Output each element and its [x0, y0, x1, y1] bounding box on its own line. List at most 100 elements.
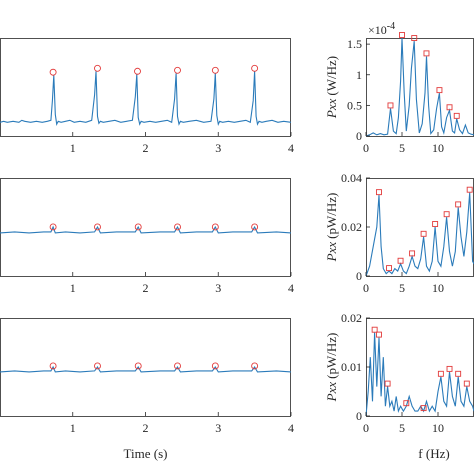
peak-marker	[94, 362, 101, 370]
peak-marker	[420, 405, 427, 412]
peak-marker	[436, 87, 443, 94]
peak-marker	[399, 32, 405, 38]
panel-psd-bottom: 0 5 10 0 0.01 0.02 Pxx (pW/Hz) f (Hz)	[324, 311, 474, 461]
axes-frame	[0, 38, 291, 137]
x-tick-label: 3	[215, 281, 221, 295]
peak-marker	[174, 362, 181, 370]
peak-marker	[455, 201, 462, 208]
panel-time-bottom: 1 2 3 4 Time (s)	[0, 318, 294, 461]
peak-marker	[49, 68, 57, 76]
series-line	[0, 365, 292, 373]
x-tick-label: 3	[215, 421, 221, 435]
y-axis-label-symbol: Pxx	[324, 242, 339, 263]
peak-marker	[49, 362, 57, 370]
x-tick-label: 1	[70, 281, 76, 295]
peak-marker	[134, 67, 141, 75]
peak-marker	[251, 64, 259, 72]
x-tick-label: 0	[363, 421, 369, 435]
y-axis-label-symbol: Pxx	[324, 98, 339, 119]
peak-marker	[432, 221, 439, 227]
y-tick-label: 0.5	[347, 98, 362, 112]
x-tick-label: 4	[288, 421, 294, 435]
y-tick-label: 1.5	[347, 37, 362, 51]
peak-marker	[403, 400, 410, 407]
peak-marker	[437, 370, 444, 377]
peak-marker	[134, 362, 142, 370]
y-axis-label-unit: (W/Hz)	[324, 56, 339, 96]
x-tick-label: 2	[143, 421, 149, 435]
x-axis-label: f (Hz)	[418, 446, 449, 461]
series-line	[365, 332, 474, 417]
series-line	[365, 192, 474, 277]
series-line	[365, 37, 474, 137]
x-tick-label: 5	[399, 421, 405, 435]
peak-marker	[211, 223, 219, 231]
y-tick-label: 0	[356, 129, 362, 143]
peak-marker	[420, 230, 427, 237]
x-tick-label: 10	[432, 141, 444, 155]
y-axis-label: Pxx (W/Hz)	[324, 56, 339, 119]
y-tick-label: 0.02	[341, 220, 362, 234]
x-tick-label: 3	[215, 141, 221, 155]
peak-marker	[411, 35, 418, 42]
peak-marker	[134, 223, 142, 231]
y-tick-label: 0.01	[341, 360, 362, 374]
x-tick-label: 0	[363, 141, 369, 155]
y-tick-label: 0.02	[341, 311, 362, 325]
panel-time-top: 1 2 3 4	[0, 38, 294, 155]
peak-marker	[463, 380, 470, 387]
peak-marker	[174, 66, 181, 74]
x-tick-label: 1	[70, 421, 76, 435]
panel-psd-middle: 0 5 10 0 0.02 0.04 Pxx (pW/Hz)	[324, 171, 474, 295]
peak-marker	[466, 186, 473, 193]
peak-marker	[174, 223, 181, 231]
series-line	[0, 71, 292, 126]
series-line	[0, 225, 292, 234]
axes-frame	[0, 318, 291, 417]
peak-marker	[443, 211, 450, 218]
y-tick-label: 1	[356, 68, 362, 82]
x-tick-label: 10	[432, 281, 444, 295]
x-tick-label: 1	[70, 141, 76, 155]
axes-frame	[0, 178, 291, 277]
y-exponent-value: -4	[387, 21, 395, 32]
peak-marker	[251, 223, 259, 231]
panel-time-middle: 1 2 3 4	[0, 178, 294, 295]
x-tick-label: 4	[288, 141, 294, 155]
peak-marker	[387, 102, 394, 109]
x-tick-label: 5	[399, 141, 405, 155]
x-tick-label: 2	[143, 281, 149, 295]
x-tick-label: 2	[143, 141, 149, 155]
peak-marker	[211, 66, 219, 74]
peak-marker	[371, 326, 378, 333]
peak-marker	[376, 331, 382, 338]
peak-marker	[211, 362, 219, 370]
x-tick-label: 0	[363, 281, 369, 295]
peak-marker	[446, 104, 453, 111]
y-axis-label-unit: (pW/Hz)	[324, 193, 339, 239]
peak-marker	[386, 265, 392, 272]
peak-marker	[397, 257, 404, 264]
panel-psd-top: 0 5 10 0 0.5 1 1.5 ×10-4 Pxx (W/Hz)	[324, 21, 474, 155]
y-axis-label: Pxx (pW/Hz)	[324, 193, 339, 263]
x-tick-label: 4	[288, 281, 294, 295]
peak-marker	[446, 365, 453, 372]
y-tick-label: 0	[356, 269, 362, 283]
peak-marker	[423, 50, 430, 57]
y-tick-label: 0	[356, 409, 362, 423]
peak-marker	[384, 380, 391, 387]
y-axis-label-unit: (pW/Hz)	[324, 333, 339, 379]
y-exponent-label: ×10-4	[368, 21, 395, 37]
y-axis-label-symbol: Pxx	[324, 382, 339, 403]
peak-marker	[49, 223, 57, 231]
peak-marker	[94, 64, 101, 72]
peak-marker	[455, 370, 462, 377]
peak-marker	[453, 112, 460, 119]
peak-marker	[251, 362, 259, 370]
peak-marker	[409, 250, 416, 257]
y-axis-label: Pxx (pW/Hz)	[324, 333, 339, 403]
peak-marker	[94, 223, 101, 231]
y-tick-label: 0.04	[341, 171, 362, 185]
x-tick-label: 10	[432, 421, 444, 435]
